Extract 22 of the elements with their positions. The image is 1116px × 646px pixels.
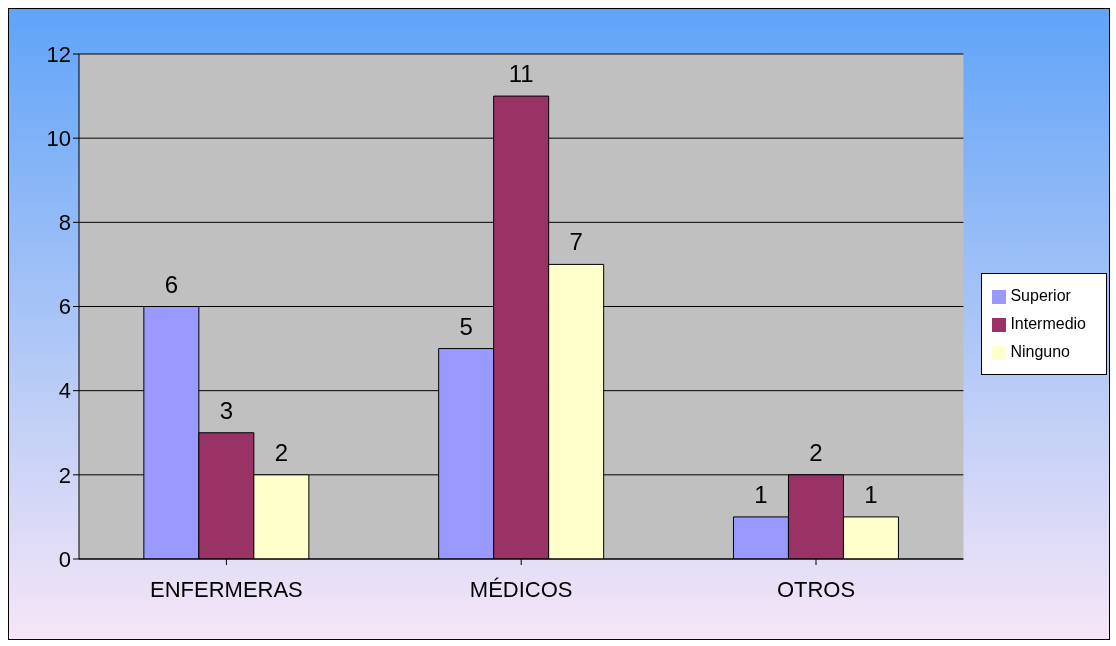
data-label: 6 xyxy=(164,270,179,298)
y-tick-label: 12 xyxy=(46,41,71,67)
data-label: 5 xyxy=(459,312,473,340)
data-label: 2 xyxy=(809,438,823,466)
data-label: 11 xyxy=(508,60,534,88)
y-tick-label: 0 xyxy=(58,546,71,572)
legend-label: Ninguno xyxy=(1010,343,1071,360)
y-tick-label: 8 xyxy=(58,210,71,236)
x-tick-label: MÉDICOS xyxy=(469,576,573,602)
y-tick-label: 6 xyxy=(58,294,71,320)
legend-label: Superior xyxy=(1010,287,1071,304)
data-label: 2 xyxy=(274,438,289,466)
data-label: 1 xyxy=(864,480,878,508)
data-label: 7 xyxy=(569,228,583,256)
data-label: 1 xyxy=(754,480,768,508)
x-tick-label: ENFERMERAS xyxy=(150,576,303,602)
legend-label: Intermedio xyxy=(1010,315,1086,332)
x-tick-label: OTROS xyxy=(776,576,856,602)
y-tick-label: 2 xyxy=(58,462,71,488)
data-label: 3 xyxy=(219,396,234,424)
y-tick-label: 4 xyxy=(58,378,71,404)
y-tick-label: 10 xyxy=(46,125,71,151)
